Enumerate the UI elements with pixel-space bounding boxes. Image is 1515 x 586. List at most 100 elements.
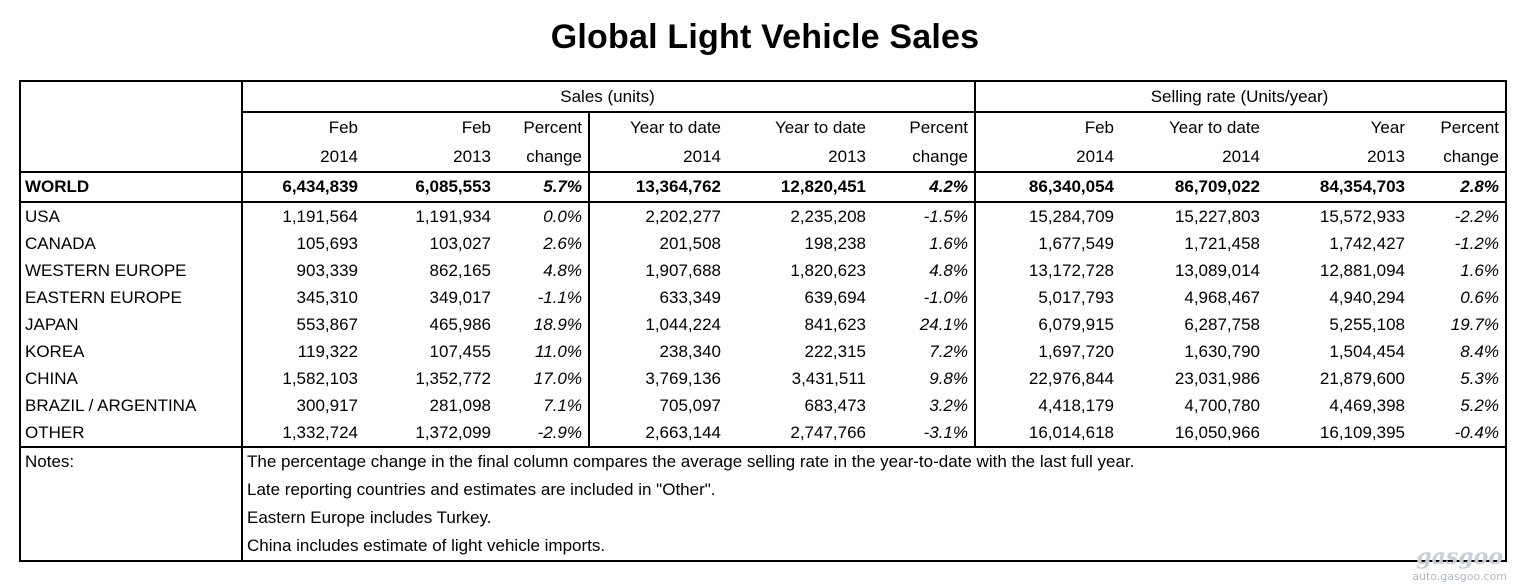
note-text: The percentage change in the final colum…	[241, 446, 1507, 476]
note-row: Late reporting countries and estimates a…	[19, 476, 1507, 504]
table-cell: 18.9%	[533, 314, 582, 334]
watermark-url: auto.gasgoo.com	[1412, 570, 1507, 583]
table-row: EASTERN EUROPE 345,310 349,017 -1.1% 633,349…	[19, 284, 1507, 311]
note-text: Late reporting countries and estimates a…	[241, 476, 1507, 504]
col-header: Year to date	[1168, 117, 1260, 137]
column-header-row-top: Feb Feb Percent Year to date Year to dat…	[19, 112, 1507, 142]
table-cell: 86,340,054	[974, 171, 1120, 203]
table-cell: 2.6%	[543, 233, 582, 253]
table-cell: 4,940,294	[1329, 287, 1405, 307]
table-cell: 23,031,986	[1174, 368, 1260, 388]
table-cell: -1.2%	[1411, 230, 1507, 257]
table-cell: 19.7%	[1411, 311, 1507, 338]
corner-cell	[19, 142, 242, 172]
table-cell: 6,079,915	[974, 311, 1120, 338]
table-row: WESTERN EUROPE 903,339 862,165 4.8% 1,907,68…	[19, 257, 1507, 284]
table-cell: 1,630,790	[1184, 341, 1260, 361]
table-cell: 1,191,564	[241, 202, 364, 230]
table-row: JAPAN 553,867 465,986 18.9% 1,044,224 841,623…	[19, 311, 1507, 338]
table-cell: 24.1%	[919, 314, 968, 334]
col-header: Feb	[461, 117, 491, 137]
table-cell: 4,700,780	[1184, 395, 1260, 415]
table-cell: 2,235,208	[790, 206, 866, 226]
region-label: KOREA	[19, 338, 242, 365]
table-cell: 903,339	[241, 257, 364, 284]
table-cell: 201,508	[588, 230, 727, 257]
table-cell: 84,354,703	[1266, 171, 1411, 203]
col-header: change	[1411, 142, 1507, 172]
table-cell: 639,694	[804, 287, 866, 307]
table-cell: -2.9%	[537, 422, 582, 442]
col-header: change	[526, 146, 582, 166]
note-row: Notes: The percentage change in the final…	[19, 446, 1507, 476]
col-header: Feb	[974, 112, 1120, 142]
table-cell: 683,473	[804, 395, 866, 415]
table-cell: 1,907,688	[588, 257, 727, 284]
table-cell: 4,418,179	[974, 392, 1120, 419]
table-cell: 705,097	[588, 392, 727, 419]
table-cell: 16,109,395	[1319, 422, 1405, 442]
column-header-row-bottom: 2014 2013 change 2014 2013 change 2014 2…	[19, 142, 1507, 172]
col-header: Percent	[1411, 112, 1507, 142]
table-row: KOREA 119,322 107,455 11.0% 238,340 222,315 7.…	[19, 338, 1507, 365]
region-label: BRAZIL / ARGENTINA	[19, 392, 242, 419]
table-cell: 300,917	[241, 392, 364, 419]
table-cell: 862,165	[429, 260, 491, 280]
table-cell: 107,455	[429, 341, 491, 361]
col-header: 2014	[1222, 146, 1260, 166]
table-cell: 4.8%	[929, 260, 968, 280]
table-cell: -1.5%	[923, 206, 968, 226]
col-header: Percent	[909, 117, 968, 137]
col-header: Percent	[523, 117, 582, 137]
watermark-logo: gasgoo	[1416, 544, 1503, 570]
table-row: CHINA 1,582,103 1,352,772 17.0% 3,769,136 3,4…	[19, 365, 1507, 392]
table-cell: 8.4%	[1411, 338, 1507, 365]
col-header: 2014	[588, 142, 727, 172]
table-cell: 12,881,094	[1319, 260, 1405, 280]
table-cell: 4,469,398	[1329, 395, 1405, 415]
table-cell: 1,582,103	[241, 365, 364, 392]
region-label: USA	[19, 202, 242, 230]
table-cell: 3,431,511	[791, 368, 866, 388]
note-row: China includes estimate of light vehicle…	[19, 532, 1507, 562]
table-cell: 5.7%	[497, 171, 589, 203]
col-header: 2013	[1367, 146, 1405, 166]
table-cell: 12,820,451	[727, 171, 872, 203]
table-cell: 17.0%	[533, 368, 582, 388]
table-cell: 4,968,467	[1184, 287, 1260, 307]
table-cell: 553,867	[241, 311, 364, 338]
table-cell: 2,202,277	[588, 202, 727, 230]
table-cell: 1,372,099	[415, 422, 491, 442]
sales-table: Sales (units) Selling rate (Units/year) …	[19, 80, 1507, 562]
table-cell: 4.8%	[543, 260, 582, 280]
region-label: EASTERN EUROPE	[19, 284, 242, 311]
table-cell: -3.1%	[923, 422, 968, 442]
region-label: CHINA	[19, 365, 242, 392]
table-cell: 198,238	[804, 233, 866, 253]
col-header: Year to date	[774, 117, 866, 137]
note-row: Eastern Europe includes Turkey.	[19, 504, 1507, 532]
table-cell: 22,976,844	[974, 365, 1120, 392]
table-cell: 281,098	[429, 395, 491, 415]
table-cell: 1,677,549	[974, 230, 1120, 257]
note-text: Eastern Europe includes Turkey.	[241, 504, 1507, 532]
rate-group-header: Selling rate (Units/year)	[974, 80, 1507, 113]
table-cell: 119,322	[241, 338, 364, 365]
table-cell: 6,085,553	[364, 171, 497, 203]
table-cell: 13,364,762	[588, 171, 727, 203]
region-label: JAPAN	[19, 311, 242, 338]
table-cell: 5,255,108	[1329, 314, 1405, 334]
table-cell: 13,089,014	[1174, 260, 1260, 280]
table-cell: 13,172,728	[974, 257, 1120, 284]
table-cell: 465,986	[429, 314, 491, 334]
table-cell: -1.1%	[537, 287, 582, 307]
table-cell: 2,747,766	[790, 422, 866, 442]
col-header: Feb	[241, 112, 364, 142]
notes-label-spacer	[19, 504, 242, 532]
table-cell: 1.6%	[1411, 257, 1507, 284]
table-cell: 0.6%	[1411, 284, 1507, 311]
table-cell: 633,349	[588, 284, 727, 311]
table-cell: -2.2%	[1411, 202, 1507, 230]
table-cell: 5.2%	[1411, 392, 1507, 419]
col-header: 2014	[974, 142, 1120, 172]
